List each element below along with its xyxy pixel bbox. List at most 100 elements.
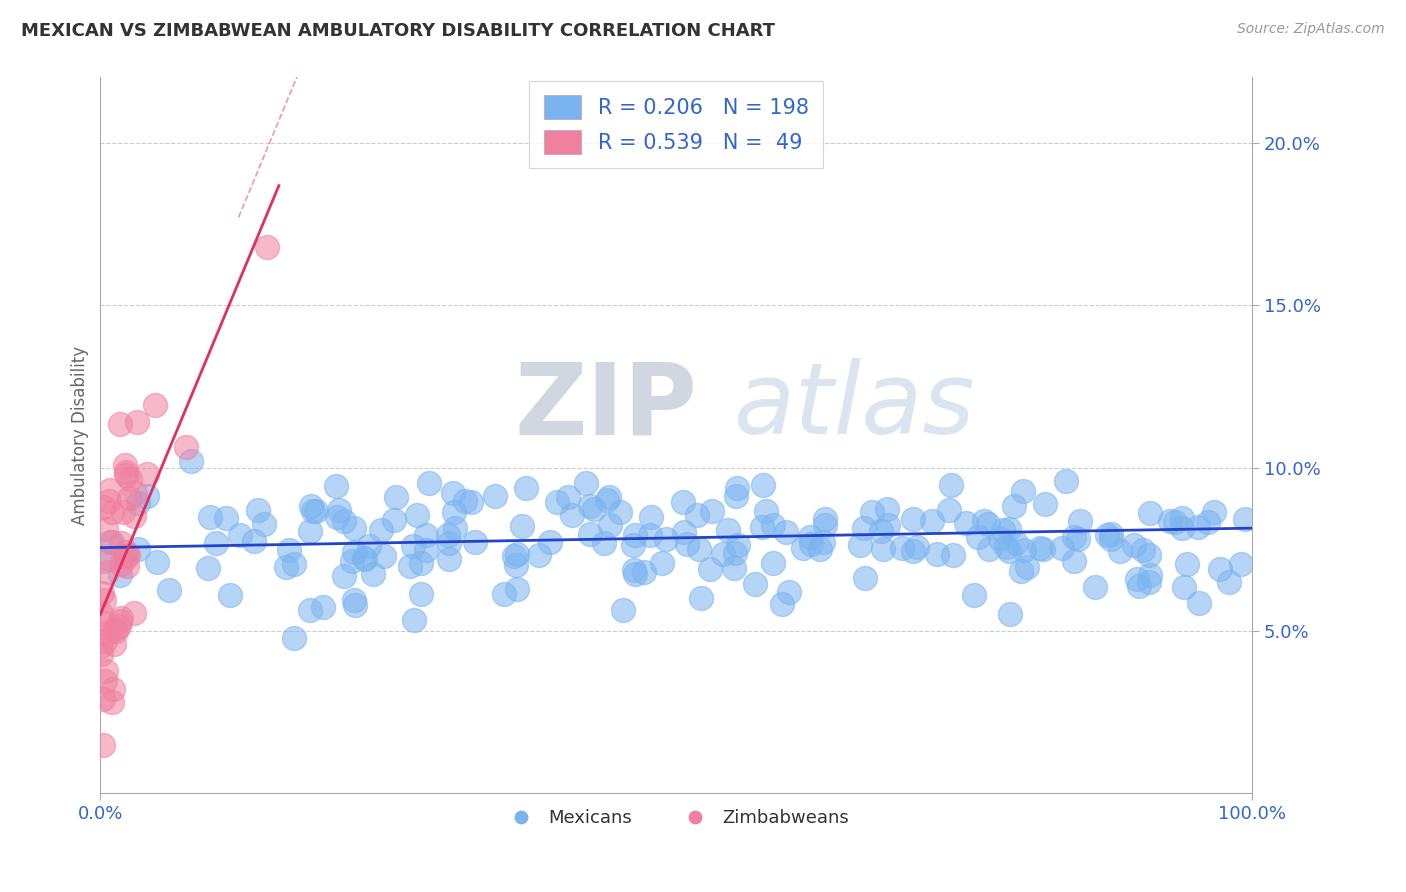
- Point: [700, 504, 723, 518]
- Point: [995, 541, 1018, 555]
- Point: [90, 607, 112, 622]
- Point: [1126, 572, 1149, 586]
- Point: [1054, 475, 1077, 489]
- Point: [623, 563, 645, 577]
- Point: [110, 536, 132, 550]
- Point: [1084, 580, 1107, 594]
- Point: [515, 481, 537, 495]
- Point: [405, 508, 427, 523]
- Point: [443, 505, 465, 519]
- Text: Source: ZipAtlas.com: Source: ZipAtlas.com: [1237, 22, 1385, 37]
- Point: [624, 566, 647, 581]
- Point: [901, 511, 924, 525]
- Point: [460, 495, 482, 509]
- Point: [91, 738, 114, 752]
- Point: [770, 597, 793, 611]
- Point: [811, 535, 834, 549]
- Point: [298, 603, 321, 617]
- Point: [1204, 505, 1226, 519]
- Point: [1099, 526, 1122, 541]
- Point: [727, 538, 749, 552]
- Point: [399, 559, 422, 574]
- Point: [860, 505, 883, 519]
- Point: [583, 502, 606, 516]
- Point: [94, 617, 117, 632]
- Point: [454, 494, 477, 508]
- Point: [775, 524, 797, 539]
- Point: [1002, 500, 1025, 514]
- Point: [870, 524, 893, 538]
- Point: [110, 557, 132, 571]
- Point: [792, 541, 814, 555]
- Point: [97, 494, 120, 508]
- Point: [118, 491, 141, 505]
- Point: [938, 503, 960, 517]
- Point: [762, 556, 785, 570]
- Point: [91, 585, 114, 599]
- Point: [1139, 506, 1161, 520]
- Point: [256, 240, 278, 254]
- Point: [104, 622, 127, 636]
- Point: [411, 556, 433, 570]
- Point: [962, 588, 984, 602]
- Point: [1128, 579, 1150, 593]
- Point: [108, 417, 131, 431]
- Point: [110, 610, 132, 624]
- Point: [1099, 533, 1122, 547]
- Point: [612, 602, 634, 616]
- Point: [849, 538, 872, 552]
- Point: [100, 535, 122, 549]
- Point: [104, 624, 127, 638]
- Point: [100, 483, 122, 497]
- Point: [441, 486, 464, 500]
- Point: [115, 549, 138, 564]
- Point: [510, 519, 533, 533]
- Point: [143, 398, 166, 412]
- Point: [903, 543, 925, 558]
- Point: [146, 555, 169, 569]
- Point: [1209, 562, 1232, 576]
- Point: [127, 496, 149, 510]
- Point: [278, 543, 301, 558]
- Point: [333, 568, 356, 582]
- Point: [114, 458, 136, 472]
- Point: [529, 549, 551, 563]
- Point: [382, 513, 405, 527]
- Point: [283, 558, 305, 572]
- Point: [1010, 564, 1032, 578]
- Point: [229, 527, 252, 541]
- Point: [955, 516, 977, 530]
- Point: [122, 508, 145, 523]
- Point: [136, 489, 159, 503]
- Point: [115, 545, 138, 559]
- Point: [1033, 497, 1056, 511]
- Text: ZIP: ZIP: [515, 359, 697, 455]
- Point: [852, 520, 875, 534]
- Point: [967, 530, 990, 544]
- Point: [689, 591, 711, 605]
- Point: [672, 524, 695, 539]
- Point: [800, 537, 823, 551]
- Point: [717, 523, 740, 537]
- Point: [505, 558, 527, 573]
- Point: [621, 538, 644, 552]
- Point: [1095, 528, 1118, 542]
- Point: [118, 472, 141, 486]
- Point: [174, 440, 197, 454]
- Point: [973, 514, 995, 528]
- Point: [877, 517, 900, 532]
- Point: [1122, 539, 1144, 553]
- Point: [1137, 575, 1160, 590]
- Point: [326, 510, 349, 524]
- Point: [655, 532, 678, 546]
- Point: [100, 505, 122, 519]
- Point: [751, 520, 773, 534]
- Point: [94, 673, 117, 688]
- Point: [1066, 532, 1088, 546]
- Point: [108, 568, 131, 582]
- Point: [127, 542, 149, 557]
- Point: [439, 536, 461, 550]
- Point: [1230, 558, 1253, 572]
- Point: [370, 523, 392, 537]
- Point: [385, 490, 408, 504]
